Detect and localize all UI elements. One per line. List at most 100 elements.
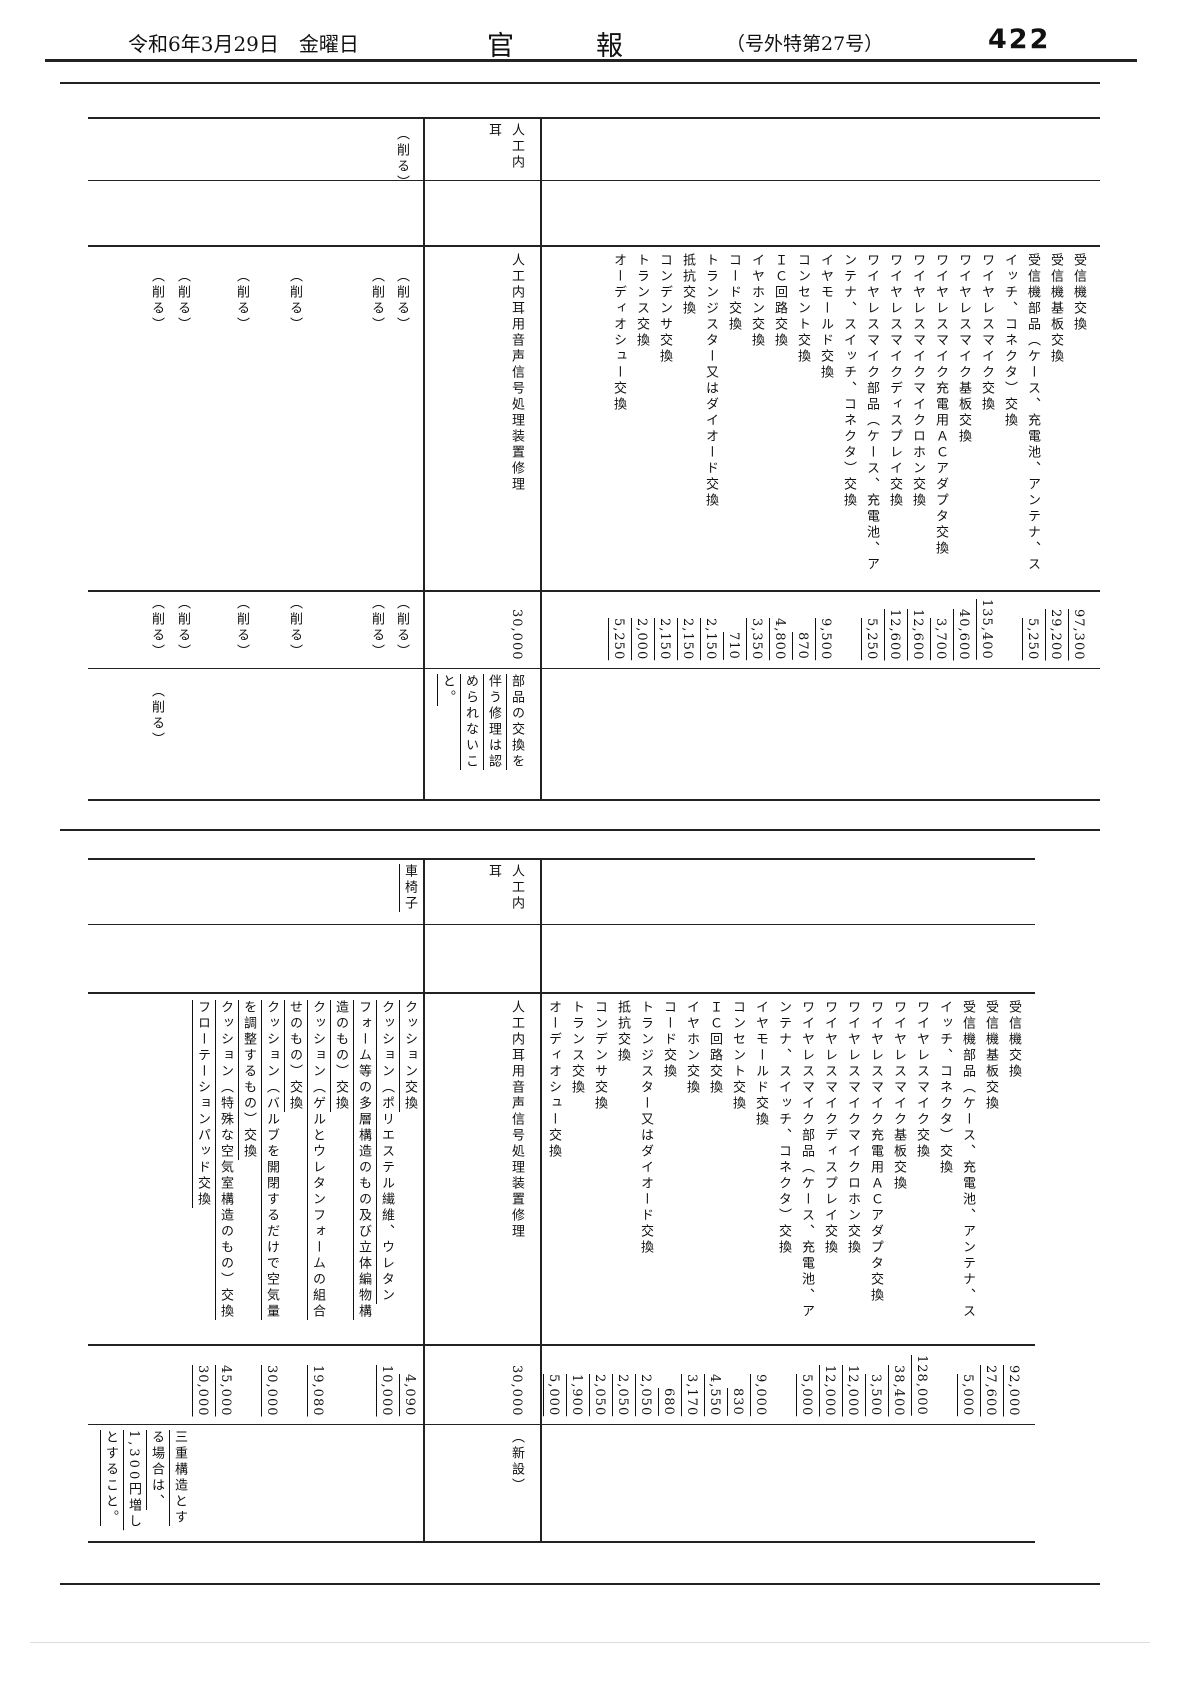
repair-price: 2,050 bbox=[592, 1373, 607, 1416]
deleted-mark: （削る） bbox=[369, 269, 384, 333]
remarks-column: められないこ bbox=[463, 674, 478, 770]
deleted-mark: （削る） bbox=[394, 269, 409, 333]
between-tables-rule bbox=[60, 829, 1100, 831]
bottom-rule bbox=[60, 1583, 1100, 1585]
category-label: 車椅子 bbox=[402, 864, 417, 912]
repair-price: 4,090 bbox=[402, 1373, 417, 1416]
repair-item-column: クッション（ゲルとウレタンフォームの組合 bbox=[310, 1000, 325, 1320]
remarks-column: とすること。 bbox=[103, 1430, 118, 1526]
repair-item-column: せのもの）交換 bbox=[287, 1000, 302, 1112]
repair-item-column: ワイヤレスマイク充電用ＡＣアダプタ交換 bbox=[933, 253, 948, 557]
table-rule bbox=[88, 180, 1100, 181]
repair-item-column: クッション交換 bbox=[402, 1000, 417, 1112]
repair-item-column: クッション（バルブを開閉するだけで空気量 bbox=[264, 1000, 279, 1320]
repair-item-column: ＩＣ回路交換 bbox=[772, 253, 787, 349]
category-label: 耳 bbox=[486, 864, 501, 880]
repair-item-column: ワイヤレスマイク交換 bbox=[914, 1000, 929, 1160]
repair-price: 9,500 bbox=[818, 617, 833, 660]
repair-item-column: ワイヤレスマイクディスプレイ交換 bbox=[887, 253, 902, 509]
repair-item-column: 受信機基板交換 bbox=[1048, 253, 1063, 365]
repair-price: 3,500 bbox=[868, 1373, 883, 1416]
repair-item-column: ワイヤレスマイク交換 bbox=[979, 253, 994, 413]
repair-item-column: コンセント交換 bbox=[730, 1000, 745, 1112]
repair-price: 680 bbox=[661, 1388, 676, 1416]
repair-price: 870 bbox=[795, 632, 810, 660]
repair-item-column: ワイヤレスマイク充電用ＡＣアダプタ交換 bbox=[868, 1000, 883, 1304]
remarks-column: と。 bbox=[440, 674, 455, 706]
repair-price: 5,000 bbox=[799, 1373, 814, 1416]
category-label: 人工内 bbox=[509, 123, 524, 171]
deleted-mark: （削る） bbox=[287, 269, 302, 333]
repair-item-column: フローテーションパッド交換 bbox=[195, 1000, 210, 1208]
deleted-mark: （削る） bbox=[394, 596, 409, 660]
repair-item-column: ワイヤレスマイクマイクロホン交換 bbox=[845, 1000, 860, 1256]
deleted-mark: （削る） bbox=[234, 596, 249, 660]
deleted-mark: （削る） bbox=[287, 596, 302, 660]
repair-price: 2,050 bbox=[615, 1373, 630, 1416]
repair-price: 40,600 bbox=[956, 608, 971, 661]
deleted-mark: （削る） bbox=[149, 269, 164, 333]
repair-price: 2,050 bbox=[638, 1373, 653, 1416]
repair-item-column: イッチ、コネクタ）交換 bbox=[937, 1000, 952, 1176]
deleted-mark: （削る） bbox=[394, 127, 409, 191]
page-header: 令和6年3月29日 金曜日 官報 （号外特第27号） 422 bbox=[0, 24, 1181, 62]
repair-item-column: 受信機交換 bbox=[1071, 253, 1086, 333]
repair-item-column: 抵抗交換 bbox=[615, 1000, 630, 1064]
repair-price: 5,000 bbox=[960, 1373, 975, 1416]
repair-price: 2,150 bbox=[680, 617, 695, 660]
repair-item-column: 受信機部品（ケース、充電池、アンテナ、ス bbox=[960, 1000, 975, 1320]
repair-item-column: イヤホン交換 bbox=[749, 253, 764, 349]
repair-price: 29,200 bbox=[1048, 608, 1063, 661]
repair-price: 97,300 bbox=[1071, 608, 1086, 661]
repair-item-column: ワイヤレスマイク部品（ケース、充電池、ア bbox=[799, 1000, 814, 1320]
repair-item-column: フォーム等の多層構造のもの及び立体編物構 bbox=[356, 1000, 371, 1320]
repair-item-column: コンデンサ交換 bbox=[657, 253, 672, 365]
top-rule bbox=[60, 82, 1100, 84]
scan-edge-artifact bbox=[30, 1642, 1150, 1643]
repair-item-column: クッション（特殊な空気室構造のもの）交換 bbox=[218, 1000, 233, 1320]
repair-item-column: ンテナ、スイッチ、コネクタ）交換 bbox=[841, 253, 856, 509]
repair-item-column: ワイヤレスマイクディスプレイ交換 bbox=[822, 1000, 837, 1256]
repair-price: 5,250 bbox=[864, 617, 879, 660]
issue-number: （号外特第27号） bbox=[726, 33, 884, 55]
repair-item-column: トランス交換 bbox=[569, 1000, 584, 1096]
issue-date: 令和6年3月29日 金曜日 bbox=[128, 32, 359, 56]
remarks-column: 三重構造とす bbox=[172, 1430, 187, 1526]
deleted-mark: （削る） bbox=[234, 269, 249, 333]
repair-price: 4,550 bbox=[707, 1373, 722, 1416]
table-rule bbox=[88, 1541, 1035, 1543]
repair-item-column: 造のもの）交換 bbox=[333, 1000, 348, 1112]
upper-fee-table: 受信機交換 97,300 受信機基板交換 29,200 受信機部品（ケース、充電池、アン… bbox=[88, 117, 1100, 801]
repair-price: 38,400 bbox=[891, 1364, 906, 1417]
repair-price: 45,000 bbox=[218, 1364, 233, 1417]
repair-item-column: オーディオシュー交換 bbox=[611, 253, 626, 413]
repair-item-column: イヤモールド交換 bbox=[753, 1000, 768, 1128]
row-group-divider bbox=[423, 117, 425, 801]
repair-item-column: 受信機交換 bbox=[1006, 1000, 1021, 1080]
repair-price: 3,700 bbox=[933, 617, 948, 660]
remarks-column: 部品の交換を bbox=[509, 674, 524, 770]
repair-price: 30,000 bbox=[195, 1364, 210, 1417]
table-rule bbox=[88, 799, 1100, 801]
table-rule bbox=[88, 924, 1035, 925]
remarks-column: 1,300円増し bbox=[126, 1430, 141, 1531]
repair-price: 128,000 bbox=[914, 1355, 929, 1416]
repair-price: 5,250 bbox=[1025, 617, 1040, 660]
deleted-mark: （削る） bbox=[369, 596, 384, 660]
repair-price: 27,600 bbox=[983, 1364, 998, 1417]
repair-price: 30,000 bbox=[264, 1364, 279, 1417]
category-label: 耳 bbox=[486, 123, 501, 139]
table-rule bbox=[88, 590, 1100, 592]
table-rule bbox=[88, 1424, 1035, 1425]
category-label: 人工内 bbox=[509, 864, 524, 912]
repair-item-column: 抵抗交換 bbox=[680, 253, 695, 317]
repair-price: 30,000 bbox=[509, 608, 524, 661]
repair-item-column: イッチ、コネクタ）交換 bbox=[1002, 253, 1017, 429]
repair-price: 92,000 bbox=[1006, 1364, 1021, 1417]
repair-item-column: クッション（ポリエステル繊維、ウレタン bbox=[379, 1000, 394, 1304]
repair-price: 1,900 bbox=[569, 1373, 584, 1416]
repair-price: 5,000 bbox=[546, 1373, 561, 1416]
table-rule bbox=[88, 245, 1100, 247]
repair-item-column: 受信機部品（ケース、充電池、アンテナ、ス bbox=[1025, 253, 1040, 573]
deleted-mark: （削る） bbox=[175, 269, 190, 333]
